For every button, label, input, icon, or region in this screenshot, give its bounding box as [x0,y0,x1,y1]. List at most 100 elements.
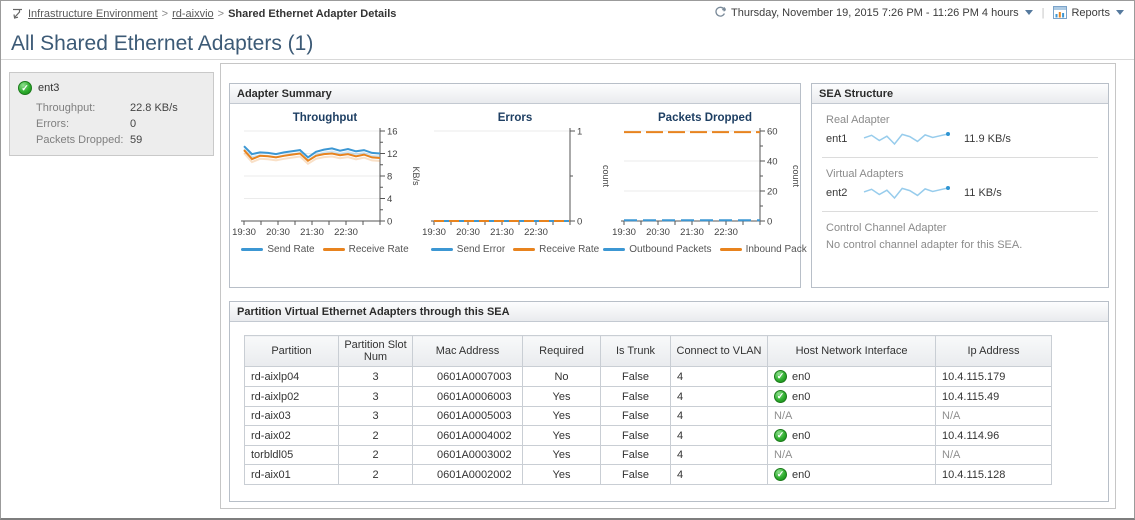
table-row[interactable]: rd-aixlp02 3 0601A0006003 Yes False 4 ✓ en0 10.4… [244,386,1052,407]
selected-adapter-card[interactable]: ✓ ent3 Throughput: 22.8 KB/s Errors: 0 P… [9,72,214,156]
time-range-selector[interactable]: Thursday, November 19, 2015 7:26 PM - 11… [713,6,1033,19]
svg-text:0: 0 [767,217,772,228]
table-cell-is_trunk: False [600,386,671,407]
main-content-panel: Adapter Summary Throughput 0 4 8 12 16 KB/s 19… [220,63,1116,509]
host-interface-name: en0 [792,370,811,383]
table-cell-required: Yes [522,445,601,465]
table-row[interactable]: rd-aixlp04 3 0601A0007003 No False 4 ✓ en0 10.4.… [244,366,1052,387]
legend-label: Receive Rate [348,244,409,255]
svg-text:KB/s: KB/s [411,166,420,186]
chart-legend: Send Rate Receive Rate [230,244,420,255]
table-cell-mac: 0601A0005003 [412,406,523,426]
partition-panel-header: Partition Virtual Ethernet Adapters thro… [230,302,1108,322]
svg-text:20: 20 [767,187,778,198]
reports-menu[interactable]: Reports [1053,6,1124,19]
table-cell-partition: torbldl05 [244,445,339,465]
column-header-ip-address[interactable]: Ip Address [935,335,1052,367]
table-cell-slot: 2 [338,445,413,465]
breadcrumb-separator: > [217,8,225,20]
status-ok-icon: ✓ [774,390,787,403]
adapter-name: ent3 [38,82,60,94]
table-row[interactable]: rd-aix01 2 0601A0002002 Yes False 4 ✓ en0 10.4.1… [244,464,1052,485]
svg-text:0: 0 [577,217,582,228]
table-cell-ip: 10.4.115.128 [935,464,1052,485]
table-cell-partition: rd-aixlp04 [244,366,339,387]
control-channel-message: No control channel adapter for this SEA. [826,239,1023,251]
metric-packets-dropped: Packets Dropped: 59 [36,134,143,146]
control-channel-section: Control Channel Adapter No control chann… [822,212,1098,261]
svg-text:19:30: 19:30 [612,227,636,238]
legend-swatch [241,248,264,251]
legend-label: Send Rate [267,244,315,255]
table-cell-vlan: 4 [670,445,768,465]
svg-text:19:30: 19:30 [232,227,256,238]
svg-text:21:30: 21:30 [680,227,704,238]
table-cell-required: No [522,366,601,387]
divider: | [1041,6,1045,19]
status-ok-icon: ✓ [18,81,32,95]
column-header-host-network-interface[interactable]: Host Network Interface [767,335,936,367]
table-cell-host_if: ✓ en0 [767,386,936,407]
column-header-is-trunk[interactable]: Is Trunk [600,335,671,367]
adapter-name[interactable]: ent2 [826,187,848,199]
table-row[interactable]: rd-aix03 3 0601A0005003 Yes False 4 N/A N/A [244,406,1052,426]
status-ok-icon: ✓ [774,370,787,383]
column-header-partition-slot-num[interactable]: Partition Slot Num [338,335,413,367]
table-cell-partition: rd-aix02 [244,425,339,446]
table-cell-partition: rd-aixlp02 [244,386,339,407]
chart-legend: Send Error Receive Rate [420,244,610,255]
breadcrumb-infrastructure-environment[interactable]: Infrastructure Environment [28,8,158,20]
svg-text:count: count [601,165,610,188]
reports-label: Reports [1071,6,1110,19]
legend-swatch [513,248,536,251]
legend-swatch [322,248,345,251]
table-cell-required: Yes [522,406,601,426]
svg-text:20:30: 20:30 [456,227,480,238]
time-range-icon [715,6,727,17]
column-header-mac-address[interactable]: Mac Address [412,335,523,367]
table-cell-vlan: 4 [670,464,768,485]
adapter-summary-header: Adapter Summary [230,84,800,104]
virtual-adapters-section: Virtual Adapters ent2 11 KB/s [822,158,1098,212]
status-ok-icon: ✓ [774,468,787,481]
legend-item: Outbound Packets [603,244,712,255]
column-header-connect-to-vlan[interactable]: Connect to VLAN [670,335,768,367]
adapter-name[interactable]: ent1 [826,133,848,145]
real-adapter-section: Real Adapter ent1 11.9 KB/s [822,104,1098,158]
table-cell-vlan: 4 [670,386,768,407]
table-cell-host_if: ✓ en0 [767,464,936,485]
breadcrumb-rd-aixvio[interactable]: rd-aixvio [172,8,214,20]
chart-packets-dropped[interactable]: Packets Dropped 0 20 40 60 count 19:30 20:30 21… [603,105,807,255]
table-cell-host_if: N/A [767,406,936,426]
column-header-partition[interactable]: Partition [244,335,339,367]
sparkline [863,186,950,200]
column-header-required[interactable]: Required [522,335,601,367]
breadcrumb: Infrastructure Environment > rd-aixvio >… [11,8,396,20]
table-row[interactable]: torbldl05 2 0601A0003002 Yes False 4 N/A N/A [244,445,1052,465]
breadcrumb-separator: > [161,8,169,20]
chart-legend: Outbound Packets Inbound Pack [603,244,807,255]
chevron-down-icon [1116,10,1124,15]
table-cell-is_trunk: False [600,425,671,446]
legend-label: Inbound Pack [745,244,807,255]
chart-errors[interactable]: Errors 0 1 count 19:30 20:30 21:30 22:30 Send … [420,105,610,255]
legend-item: Receive Rate [513,244,599,255]
svg-text:40: 40 [767,157,778,168]
throughput-plot: 0 4 8 12 16 KB/s 19:30 20:30 21:30 22:30 [232,127,420,239]
table-cell-mac: 0601A0006003 [412,386,523,407]
legend-label: Receive Rate [539,244,600,255]
table-cell-host_if: ✓ en0 [767,366,936,387]
table-cell-vlan: 4 [670,366,768,387]
table-row[interactable]: rd-aix02 2 0601A0004002 Yes False 4 ✓ en0 10.4.1… [244,425,1052,446]
status-ok-icon: ✓ [774,429,787,442]
legend-swatch [719,248,742,251]
svg-text:19:30: 19:30 [422,227,446,238]
svg-text:22:30: 22:30 [524,227,548,238]
legend-label: Outbound Packets [629,244,712,255]
packets-dropped-plot: 0 20 40 60 count 19:30 20:30 21:30 22:30 [612,127,800,239]
table-cell-ip: 10.4.114.96 [935,425,1052,446]
svg-text:4: 4 [387,194,392,205]
svg-text:count: count [791,165,800,188]
chart-throughput[interactable]: Throughput 0 4 8 12 16 KB/s 19:30 20:30 21:30 22:… [230,105,420,255]
legend-label: Send Error [456,244,506,255]
